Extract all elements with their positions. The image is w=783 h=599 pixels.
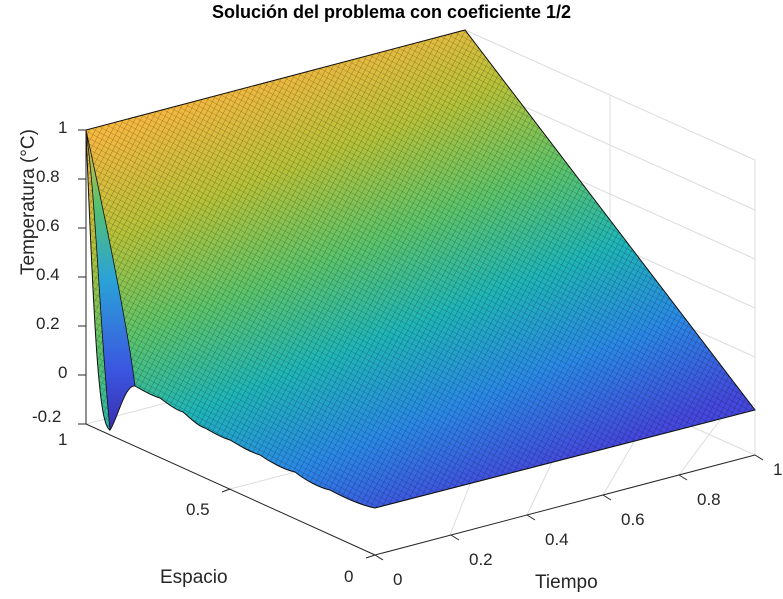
chart-title: Solución del problema con coeficiente 1/…	[211, 2, 572, 22]
x-tick: 0.6	[621, 510, 645, 529]
y-tick: 1	[58, 430, 68, 449]
z-tick: 0.2	[36, 314, 60, 333]
y-axis-line	[85, 423, 376, 556]
x-tick: 0.4	[545, 530, 569, 549]
x-tick: 0.2	[469, 550, 493, 569]
x-axis-label: Tiempo	[535, 572, 598, 593]
y-tick: 0.5	[186, 500, 210, 519]
x-tick: 0.8	[697, 490, 721, 509]
x-axis-line	[374, 454, 756, 556]
x-tick: 0	[393, 570, 403, 589]
z-tick: -0.2	[32, 407, 62, 426]
z-tick: 0.6	[36, 216, 60, 235]
z-tick: 1	[58, 118, 68, 137]
z-tick: 0.4	[36, 265, 60, 284]
axes	[78, 129, 764, 561]
x-tick: 1	[773, 460, 783, 479]
y-tick: 0	[344, 567, 354, 586]
y-axis-label: Espacio	[160, 567, 228, 588]
z-axis-label: Temperatura (°C)	[18, 129, 39, 275]
surface	[85, 29, 756, 509]
z-tick: 0	[58, 363, 68, 382]
z-tick: 0.8	[36, 167, 60, 186]
